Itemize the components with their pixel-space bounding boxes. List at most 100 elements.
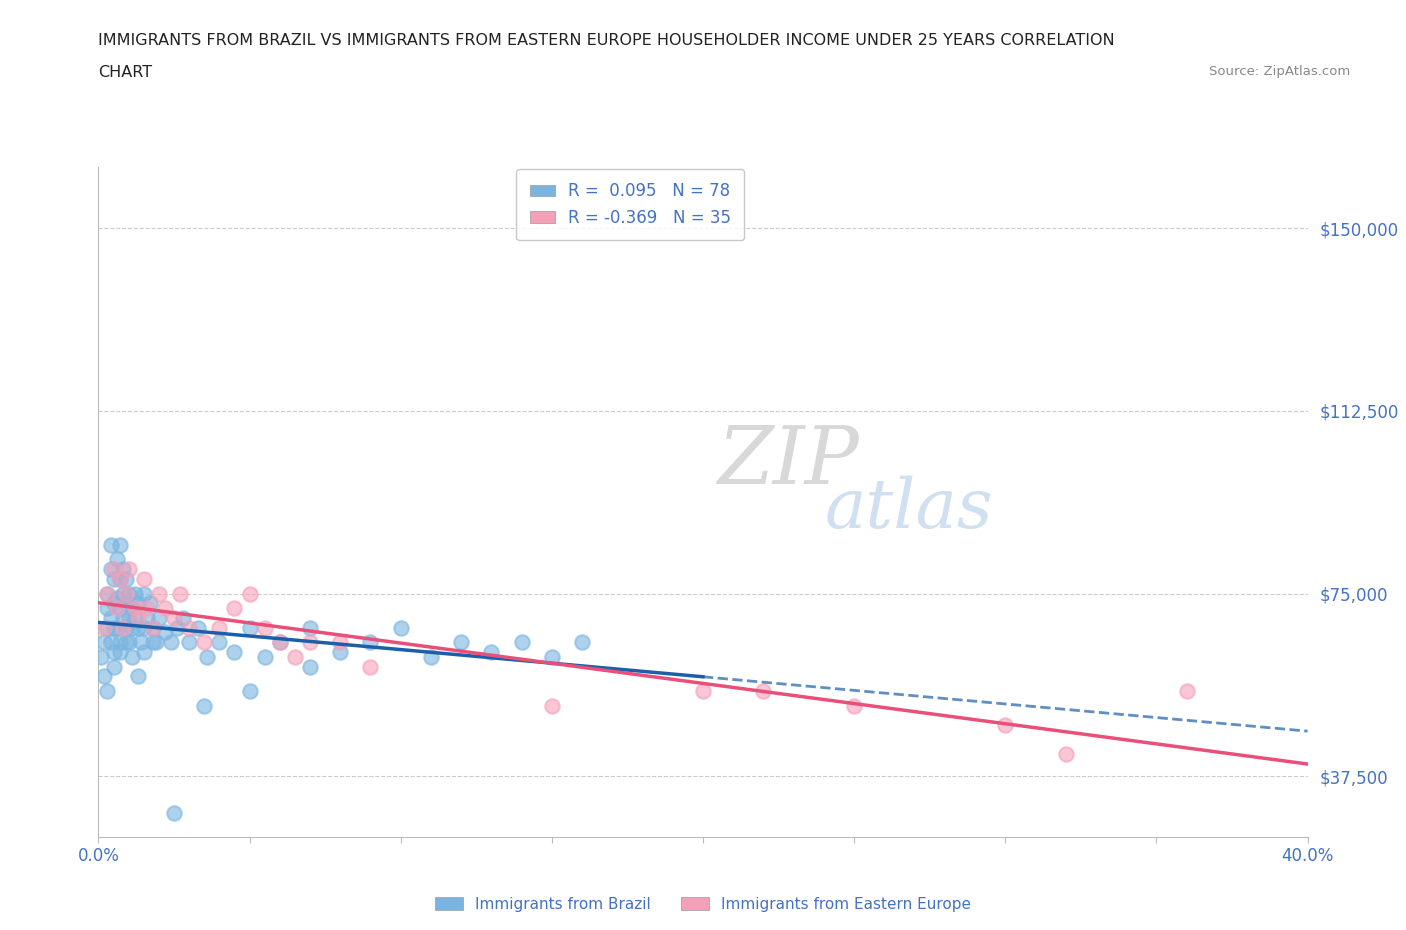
Point: [103, 644, 125, 659]
Point: [114, 620, 136, 635]
Point: [187, 620, 209, 635]
Point: [224, 601, 246, 616]
Point: [253, 620, 276, 635]
Point: [96, 586, 118, 601]
Point: [108, 644, 131, 659]
Text: ZIP: ZIP: [717, 423, 859, 500]
Point: [90, 649, 112, 664]
Point: [163, 610, 186, 625]
Point: [153, 625, 176, 640]
Point: [193, 635, 215, 650]
Point: [132, 644, 155, 659]
Point: [132, 571, 155, 586]
Point: [118, 635, 141, 650]
Point: [142, 620, 165, 635]
Point: [163, 805, 186, 820]
Point: [100, 538, 122, 552]
Point: [103, 620, 125, 635]
Point: [1054, 747, 1077, 762]
Point: [108, 571, 131, 586]
Text: Source: ZipAtlas.com: Source: ZipAtlas.com: [1209, 65, 1350, 78]
Point: [118, 610, 141, 625]
Point: [135, 610, 157, 625]
Point: [253, 649, 276, 664]
Point: [114, 571, 136, 586]
Point: [389, 620, 412, 635]
Point: [96, 601, 118, 616]
Point: [132, 620, 155, 635]
Point: [360, 659, 382, 674]
Point: [108, 635, 131, 650]
Point: [118, 586, 141, 601]
Point: [269, 635, 291, 650]
Point: [571, 635, 593, 650]
Text: atlas: atlas: [824, 475, 993, 542]
Point: [160, 635, 183, 650]
Point: [105, 591, 128, 605]
Point: [179, 620, 201, 635]
Point: [299, 659, 322, 674]
Point: [93, 669, 115, 684]
Point: [121, 649, 143, 664]
Point: [148, 586, 170, 601]
Point: [132, 586, 155, 601]
Legend: R =  0.095   N = 78, R = -0.369   N = 35: R = 0.095 N = 78, R = -0.369 N = 35: [516, 169, 744, 240]
Point: [96, 684, 118, 698]
Point: [540, 698, 562, 713]
Point: [111, 620, 134, 635]
Point: [142, 620, 165, 635]
Point: [111, 610, 134, 625]
Point: [239, 684, 262, 698]
Point: [127, 620, 149, 635]
Point: [135, 601, 157, 616]
Point: [111, 586, 134, 601]
Point: [299, 635, 322, 650]
Point: [100, 635, 122, 650]
Point: [127, 669, 149, 684]
Point: [329, 644, 352, 659]
Point: [166, 620, 188, 635]
Point: [269, 635, 291, 650]
Point: [103, 659, 125, 674]
Point: [96, 620, 118, 635]
Point: [360, 635, 382, 650]
Point: [105, 620, 128, 635]
Point: [108, 538, 131, 552]
Point: [153, 601, 176, 616]
Point: [96, 586, 118, 601]
Point: [208, 620, 231, 635]
Y-axis label: Householder Income Under 25 years: Householder Income Under 25 years: [0, 362, 7, 643]
Point: [103, 562, 125, 577]
Point: [127, 596, 149, 611]
Point: [510, 635, 533, 650]
Point: [129, 635, 152, 650]
Point: [124, 601, 146, 616]
Point: [121, 601, 143, 616]
Point: [329, 635, 352, 650]
Point: [224, 644, 246, 659]
Point: [420, 649, 443, 664]
Point: [108, 601, 131, 616]
Point: [100, 610, 122, 625]
Point: [179, 635, 201, 650]
Point: [114, 586, 136, 601]
Point: [108, 571, 131, 586]
Point: [1175, 684, 1198, 698]
Point: [105, 601, 128, 616]
Point: [114, 635, 136, 650]
Point: [299, 620, 322, 635]
Point: [139, 596, 162, 611]
Point: [195, 649, 218, 664]
Point: [752, 684, 775, 698]
Point: [124, 586, 146, 601]
Point: [284, 649, 307, 664]
Point: [994, 718, 1017, 733]
Point: [121, 620, 143, 635]
Point: [239, 586, 262, 601]
Point: [114, 596, 136, 611]
Point: [118, 562, 141, 577]
Text: IMMIGRANTS FROM BRAZIL VS IMMIGRANTS FROM EASTERN EUROPE HOUSEHOLDER INCOME UNDE: IMMIGRANTS FROM BRAZIL VS IMMIGRANTS FRO…: [98, 33, 1115, 47]
Point: [239, 620, 262, 635]
Point: [148, 610, 170, 625]
Point: [103, 596, 125, 611]
